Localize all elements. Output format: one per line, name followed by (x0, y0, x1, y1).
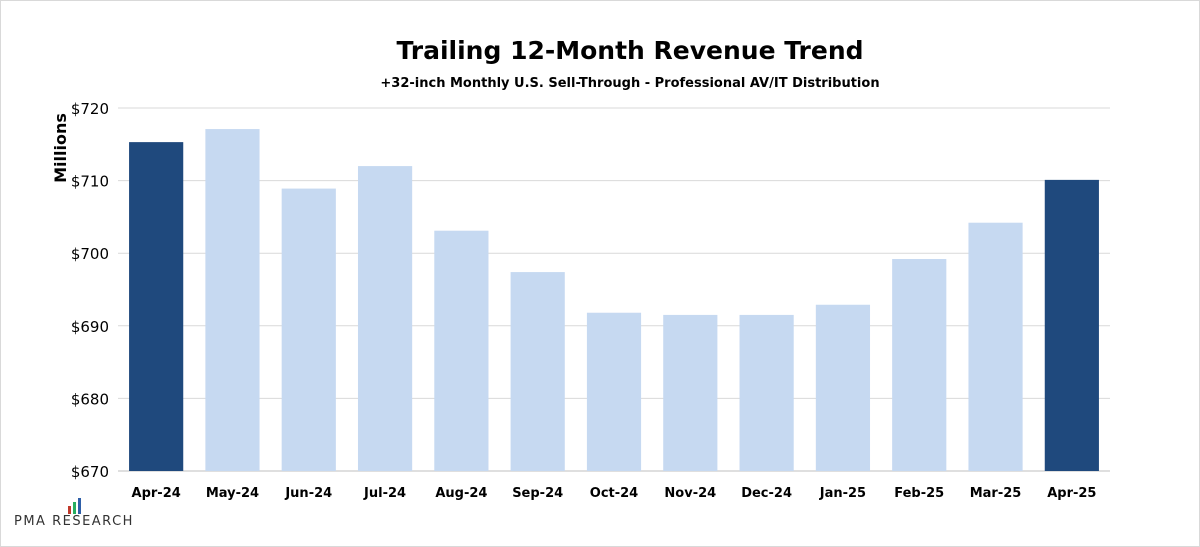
x-tick-label: Apr-24 (132, 486, 181, 501)
bar-jul-24 (357, 166, 413, 471)
bar-mar-25 (968, 222, 1023, 471)
x-tick-label: Feb-25 (894, 486, 944, 501)
x-tick-label: Apr-25 (1047, 486, 1096, 501)
x-tick-label: Dec-24 (741, 486, 792, 501)
chart-subtitle: +32-inch Monthly U.S. Sell-Through - Pro… (380, 76, 879, 91)
x-tick-label: Oct-24 (590, 486, 638, 501)
y-tick-label: $670 (71, 463, 109, 481)
bar-dec-24 (739, 314, 794, 471)
bar-feb-25 (892, 259, 947, 471)
bar-aug-24 (434, 230, 489, 471)
y-tick-label: $700 (71, 245, 109, 263)
bar-nov-24 (663, 314, 718, 471)
x-tick-label: Mar-25 (970, 486, 1022, 501)
bar-sep-24 (510, 272, 565, 471)
x-tick-label: Jun-24 (284, 486, 332, 501)
y-tick-label: $710 (71, 173, 109, 191)
x-tick-label: Sep-24 (512, 486, 563, 501)
y-tick-label: $690 (71, 318, 109, 336)
y-tick-label: $680 (71, 390, 109, 408)
x-tick-label: May-24 (206, 486, 259, 501)
chart-title: Trailing 12-Month Revenue Trend (396, 36, 863, 65)
y-tick-labels: $670 $680 $690 $700 $710 $720 (71, 100, 109, 481)
x-tick-label: Jul-24 (363, 486, 406, 501)
bar-oct-24 (586, 312, 642, 471)
logo-text: PMA RESEARCH (14, 514, 134, 529)
bar-chart-logo-icon (68, 498, 81, 514)
y-tick-label: $720 (71, 100, 109, 118)
bar-apr-24 (129, 142, 184, 471)
pma-research-logo: PMA RESEARCH (14, 498, 154, 534)
bar-jun-24 (281, 188, 336, 471)
x-tick-label: Aug-24 (435, 486, 487, 501)
bar-apr-25 (1044, 179, 1099, 471)
y-axis-label: Millions (51, 113, 70, 183)
bar-jan-25 (815, 304, 871, 471)
x-tick-labels: Apr-24 May-24 Jun-24 Jul-24 Aug-24 Sep-24 Oct-… (132, 486, 1097, 501)
x-tick-label: Nov-24 (664, 486, 716, 501)
bar-may-24 (205, 129, 260, 471)
x-tick-label: Jan-25 (819, 486, 866, 501)
bars (129, 129, 1099, 471)
